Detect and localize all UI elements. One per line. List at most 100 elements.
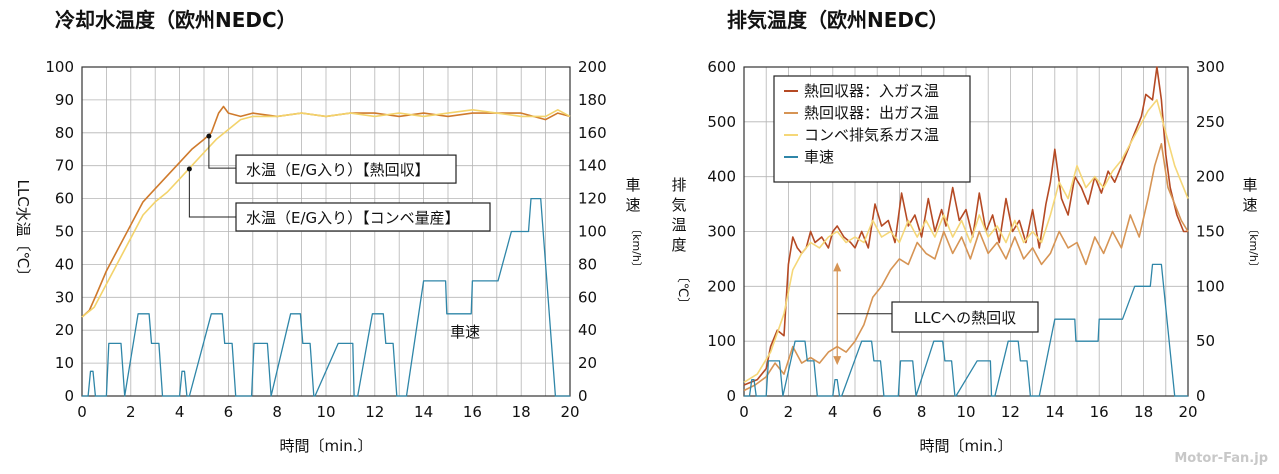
x-tick-label: 16 [463, 403, 482, 421]
y2-tick-label: 250 [1196, 113, 1225, 131]
annotation-box [891, 301, 1039, 333]
y-tick-label: 200 [707, 277, 736, 295]
y2-tick-label: 200 [1196, 168, 1225, 186]
series-line-1 [743, 66, 1188, 386]
y2-tick-label: 100 [1196, 277, 1225, 295]
y2-axis-unit: 〔km/h〕 [1247, 223, 1260, 273]
y2-tick-label: 160 [578, 124, 607, 142]
y2-tick-label: 300 [1196, 58, 1225, 76]
chart-1: 冷却水温度（欧州NEDC）0 2 4 6 8 10 12 14 16 18 200102030405… [14, 8, 643, 455]
y-tick-label: 300 [707, 223, 736, 241]
x-tick-label: 2 [126, 403, 136, 421]
x-tick-label: 6 [224, 403, 234, 421]
y2-axis-unit: 〔km/h〕 [630, 223, 643, 273]
y-tick-label: 0 [726, 387, 736, 405]
annotation-label: 水温（E/G入り）【コンベ量産】 [246, 209, 460, 227]
x-tick-label: 18 [512, 403, 531, 421]
annotation-dot [186, 166, 192, 172]
legend-label: 熱回収器：入ガス温 [804, 82, 939, 100]
chart-title: 冷却水温度（欧州NEDC） [55, 8, 297, 32]
y2-tick-label: 60 [578, 288, 597, 306]
y-tick-label: 100 [45, 58, 74, 76]
y2-axis-label-char: 車 [1242, 176, 1257, 194]
x-tick-label: 20 [560, 403, 579, 421]
x-tick-label: 10 [956, 403, 975, 421]
chart-title: 排気温度（欧州NEDC） [727, 8, 949, 32]
annotation-box [235, 202, 491, 232]
x-tick-label: 20 [1178, 403, 1197, 421]
x-tick-label: 4 [175, 403, 185, 421]
annotation-label: 水温（E/G入り）【熱回収】 [246, 161, 430, 179]
annotation-label: 車速 [450, 323, 480, 341]
x-axis-label: 時間〔min.〕 [279, 437, 372, 455]
x-tick-label: 0 [77, 403, 87, 421]
x-tick-label: 12 [365, 403, 384, 421]
y-axis-label: LLC水温〔℃〕 [14, 179, 32, 283]
y-axis-unit: 〔℃〕 [675, 270, 690, 311]
y-tick-label: 0 [64, 387, 74, 405]
x-axis-label: 時間〔min.〕 [919, 437, 1012, 455]
y-axis-label-char: 度 [671, 236, 686, 254]
y-tick-label: 50 [55, 223, 74, 241]
y-tick-label: 400 [707, 168, 736, 186]
y-axis-label-char: 温 [671, 216, 686, 234]
y2-tick-label: 140 [578, 157, 607, 175]
series-line-1 [81, 105, 571, 318]
watermark-text: Motor-Fan.jp [1174, 451, 1268, 466]
x-tick-label: 0 [739, 403, 749, 421]
y2-tick-label: 40 [578, 321, 597, 339]
x-tick-label: 6 [872, 403, 882, 421]
series-line-3 [82, 197, 570, 397]
legend-label: 車速 [804, 148, 834, 166]
legend-box [773, 75, 971, 183]
y2-tick-label: 150 [1196, 223, 1225, 241]
annotation-leader [188, 168, 236, 218]
y2-tick-label: 0 [1196, 387, 1206, 405]
y2-tick-label: 100 [578, 223, 607, 241]
y2-tick-label: 80 [578, 255, 597, 273]
chart-2: 排気温度（欧州NEDC）0 2 4 6 8 10 12 14 16 18 2001002003004… [671, 8, 1260, 455]
y2-axis-label-char: 車 [625, 176, 640, 194]
legend-label: コンベ排気系ガス温 [804, 126, 939, 144]
y2-tick-label: 50 [1196, 332, 1215, 350]
series-line-3 [743, 99, 1189, 383]
y-tick-label: 30 [55, 288, 74, 306]
y2-axis-label-char: 速 [625, 196, 640, 214]
x-tick-label: 12 [1001, 403, 1020, 421]
annotation-arrow-up [833, 262, 842, 272]
y-tick-label: 100 [707, 332, 736, 350]
series-line-2 [81, 109, 571, 318]
y2-tick-label: 180 [578, 91, 607, 109]
y-axis-label-char: 排 [671, 176, 686, 194]
x-tick-label: 4 [828, 403, 838, 421]
annotation-label: LLCへの熱回収 [914, 309, 1016, 327]
y2-tick-label: 120 [578, 190, 607, 208]
x-tick-label: 8 [917, 403, 927, 421]
y-tick-label: 40 [55, 255, 74, 273]
y-tick-label: 60 [55, 190, 74, 208]
annotation-dot [206, 133, 212, 139]
x-tick-label: 16 [1090, 403, 1109, 421]
x-tick-label: 10 [316, 403, 335, 421]
x-tick-label: 14 [414, 403, 433, 421]
y-tick-label: 10 [55, 354, 74, 372]
annotation-box [235, 154, 457, 184]
y-tick-label: 500 [707, 113, 736, 131]
y2-tick-label: 200 [578, 58, 607, 76]
x-tick-label: 14 [1045, 403, 1064, 421]
annotation-leader [208, 136, 236, 169]
series-line-2 [743, 143, 1189, 392]
legend-label: 熱回収器：出ガス温 [804, 104, 939, 122]
x-tick-label: 8 [272, 403, 282, 421]
plot-frame [81, 66, 571, 397]
y-tick-label: 20 [55, 321, 74, 339]
x-tick-label: 18 [1134, 403, 1153, 421]
x-tick-label: 2 [784, 403, 794, 421]
series-line-4 [744, 263, 1188, 397]
y2-axis-label-char: 速 [1242, 196, 1257, 214]
y2-tick-label: 20 [578, 354, 597, 372]
y-tick-label: 70 [55, 157, 74, 175]
y-tick-label: 600 [707, 58, 736, 76]
